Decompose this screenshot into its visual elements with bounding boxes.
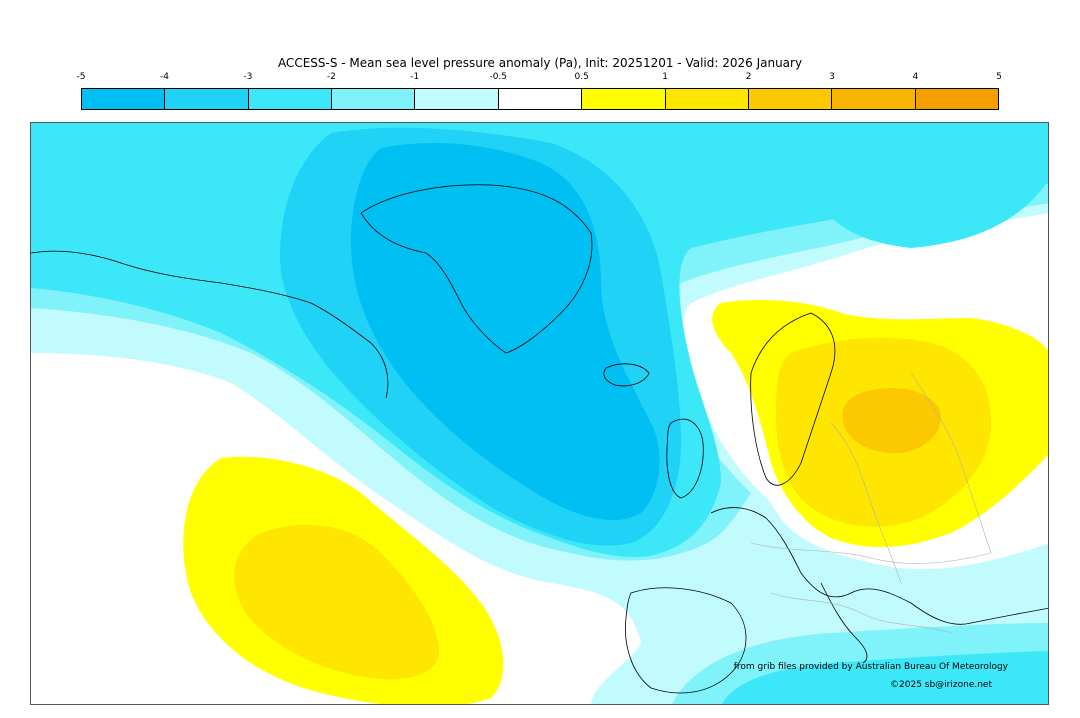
italy-coast (820, 582, 868, 664)
source-credit: from grib files provided by Australian B… (733, 662, 1008, 672)
copyright-credit: ©2025 sb@irizone.net (890, 680, 992, 690)
colorbar-tick: 1 (662, 72, 669, 82)
coastlines (31, 184, 1048, 694)
north-america-arctic-coast (31, 250, 389, 399)
colorbar-segment (332, 89, 416, 109)
colorbar-tick: 4 (912, 72, 919, 82)
colorbar-segment (415, 89, 499, 109)
iceland-coast (603, 363, 650, 387)
colorbar-tick: 5 (996, 72, 1002, 82)
greenland-coast (360, 184, 593, 354)
colorbar-segment (248, 89, 333, 109)
border-line (770, 592, 952, 634)
border-line (750, 542, 992, 564)
colorbar-tick: 3 (829, 72, 835, 82)
colorbar-tick: -5 (76, 72, 86, 82)
scandinavia-coast (750, 312, 836, 486)
colorbar-segment (582, 89, 666, 109)
colorbar-segment (665, 89, 749, 109)
colorbar-tick: -3 (243, 72, 253, 82)
colorbar-segment (498, 89, 583, 109)
anomaly-contour-gold-southwest (234, 524, 440, 680)
colorbar-ticks: -5 -4 -3 -2 -1 -0.5 0.5 1 2 3 4 5 (77, 72, 1002, 84)
colorbar-tick: -2 (326, 72, 336, 82)
anomaly-contour-orange-east (842, 388, 941, 454)
europe-mainland-coast (710, 507, 1048, 625)
anomaly-contour-mid-blue-south (722, 651, 1048, 704)
colorbar-segment (748, 89, 833, 109)
border-line (910, 372, 992, 554)
colorbar-segment (165, 89, 249, 109)
anomaly-contour-deep-blue (351, 143, 660, 521)
iberia-coast (625, 587, 747, 694)
colorbar-segment (915, 89, 998, 109)
colorbar-tick: 0.5 (574, 72, 589, 82)
colorbar (81, 88, 999, 110)
colorbar-tick: -1 (410, 72, 420, 82)
map-panel: from grib files provided by Australian B… (30, 122, 1049, 705)
colorbar-segment (832, 89, 916, 109)
border-line (830, 422, 902, 584)
anomaly-contour-mid-blue-northeast (811, 123, 1048, 248)
map-title: ACCESS-S - Mean sea level pressure anoma… (277, 56, 803, 70)
colorbar-segment (82, 89, 166, 109)
british-isles-coast (666, 418, 704, 499)
colorbar-tick: -4 (159, 72, 169, 82)
colorbar-tick: -0.5 (489, 72, 508, 82)
country-borders (750, 372, 992, 634)
colorbar-tick: 2 (745, 72, 752, 82)
anomaly-map (31, 123, 1048, 704)
